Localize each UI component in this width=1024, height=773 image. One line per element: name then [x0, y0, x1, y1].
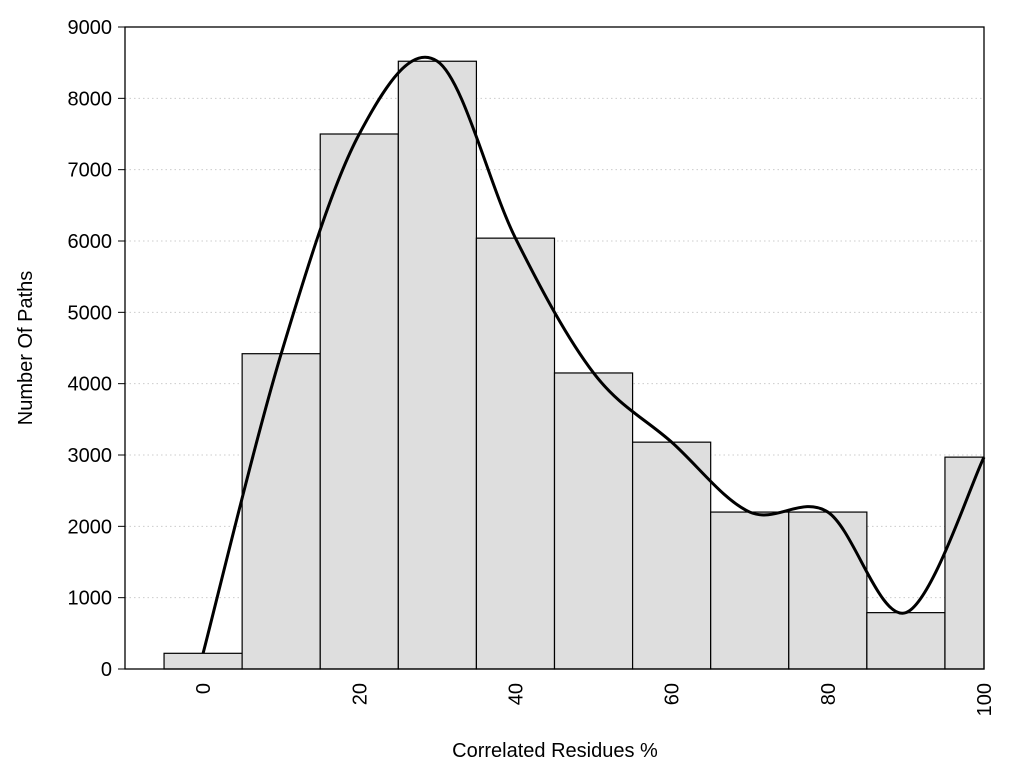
- y-tick-label: 9000: [68, 17, 113, 39]
- x-tick-label: 80: [818, 683, 840, 705]
- histogram-bar: [475, 237, 556, 670]
- histogram-bar: [944, 456, 985, 670]
- histogram-bar: [553, 372, 634, 670]
- y-axis: 0 1000 2000 3000 4000 5000 6000 7000 8000 9000: [68, 17, 125, 681]
- histogram-bar: [397, 60, 478, 670]
- histogram-bar: [788, 511, 868, 670]
- histogram-bar: [319, 133, 399, 670]
- y-tick-label: 4000: [68, 374, 113, 396]
- x-axis: 0 20 40 60 80 100: [193, 683, 996, 716]
- plot-frame: [124, 26, 985, 670]
- histogram-bar: [631, 441, 712, 670]
- histogram-bar: [163, 652, 243, 670]
- y-tick-label: 6000: [68, 231, 113, 253]
- y-axis-label: Number Of Paths: [15, 271, 37, 426]
- x-tick-label: 60: [662, 683, 684, 705]
- x-tick-label: 100: [974, 683, 996, 716]
- y-tick-label: 3000: [68, 445, 113, 467]
- histogram-bar: [710, 511, 790, 670]
- y-tick-label: 1000: [68, 588, 113, 610]
- x-axis-label: Correlated Residues %: [452, 740, 658, 762]
- histogram-bar: [241, 353, 321, 670]
- y-tick-label: 5000: [68, 302, 113, 324]
- x-tick-label: 0: [193, 683, 215, 694]
- smooth-curve: [201, 55, 986, 654]
- x-tick-label: 40: [505, 683, 527, 705]
- y-tick-label: 0: [101, 659, 112, 681]
- bars: [163, 60, 985, 670]
- x-tick-label: 20: [349, 683, 371, 705]
- histogram-bar: [866, 612, 946, 670]
- y-tick-label: 2000: [68, 516, 113, 538]
- y-tick-label: 8000: [68, 88, 113, 110]
- y-tick-label: 7000: [68, 160, 113, 182]
